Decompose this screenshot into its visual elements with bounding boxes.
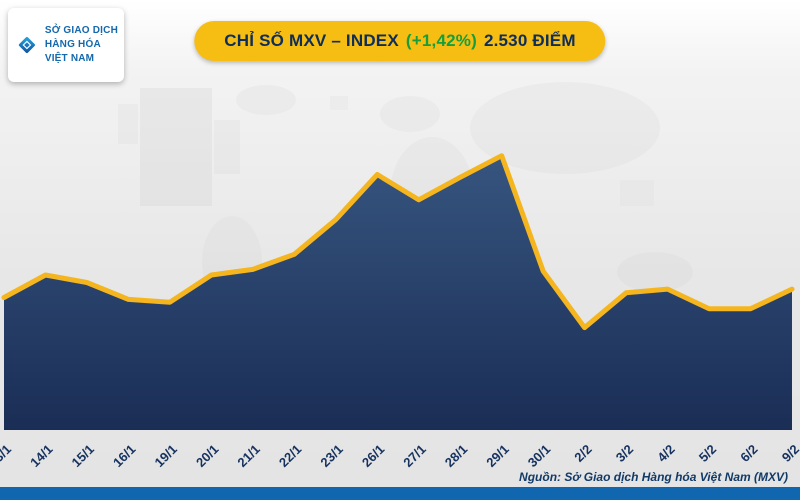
x-axis-label: 16/1 (110, 442, 139, 471)
x-axis-label: 19/1 (152, 442, 181, 471)
x-axis-label: 9/2 (779, 442, 800, 465)
x-axis-label: 23/1 (317, 442, 346, 471)
x-axis-label: 4/2 (654, 442, 677, 465)
x-axis-label: 26/1 (359, 442, 388, 471)
logo-line-2: HÀNG HÓA (44, 39, 101, 50)
index-line (1, 153, 795, 331)
x-axis-label: 27/1 (400, 442, 429, 471)
x-axis-label: 28/1 (442, 442, 471, 471)
title-change-percent: (+1,42%) (405, 31, 477, 50)
x-axis-label: 3/2 (613, 442, 636, 465)
title-text: CHỈ SỐ MXV – INDEX (224, 31, 399, 50)
logo-line-1: SỞ GIAO DỊCH (44, 25, 118, 36)
x-axis-label: 15/1 (69, 442, 98, 471)
x-axis-label: 14/1 (27, 442, 56, 471)
chart-title-banner: CHỈ SỐ MXV – INDEX (+1,42%) 2.530 ĐIỂM (194, 21, 606, 61)
footer-bar (0, 487, 800, 500)
x-axis-label: 5/2 (696, 442, 719, 465)
source-caption: Nguồn: Sở Giao dịch Hàng hóa Việt Nam (M… (519, 470, 788, 484)
x-axis-label: 20/1 (193, 442, 222, 471)
mxv-logo: SỞ GIAO DỊCH HÀNG HÓA VIỆT NAM (8, 8, 124, 82)
x-axis-label: 29/1 (483, 442, 512, 471)
area-fill (4, 155, 792, 430)
x-axis-label: 30/1 (525, 442, 554, 471)
x-axis-label: 6/2 (737, 442, 760, 465)
title-index-value: 2.530 ĐIỂM (483, 31, 576, 50)
x-axis-label: 22/1 (276, 442, 305, 471)
x-axis-label: 13/1 (0, 442, 14, 471)
x-axis-label: 2/2 (571, 442, 594, 465)
mxv-logo-text: SỞ GIAO DỊCH HÀNG HÓA VIỆT NAM (45, 24, 118, 66)
logo-line-3: VIỆT NAM (44, 53, 95, 64)
mxv-logo-icon (18, 36, 35, 54)
x-axis-label: 21/1 (234, 442, 263, 471)
